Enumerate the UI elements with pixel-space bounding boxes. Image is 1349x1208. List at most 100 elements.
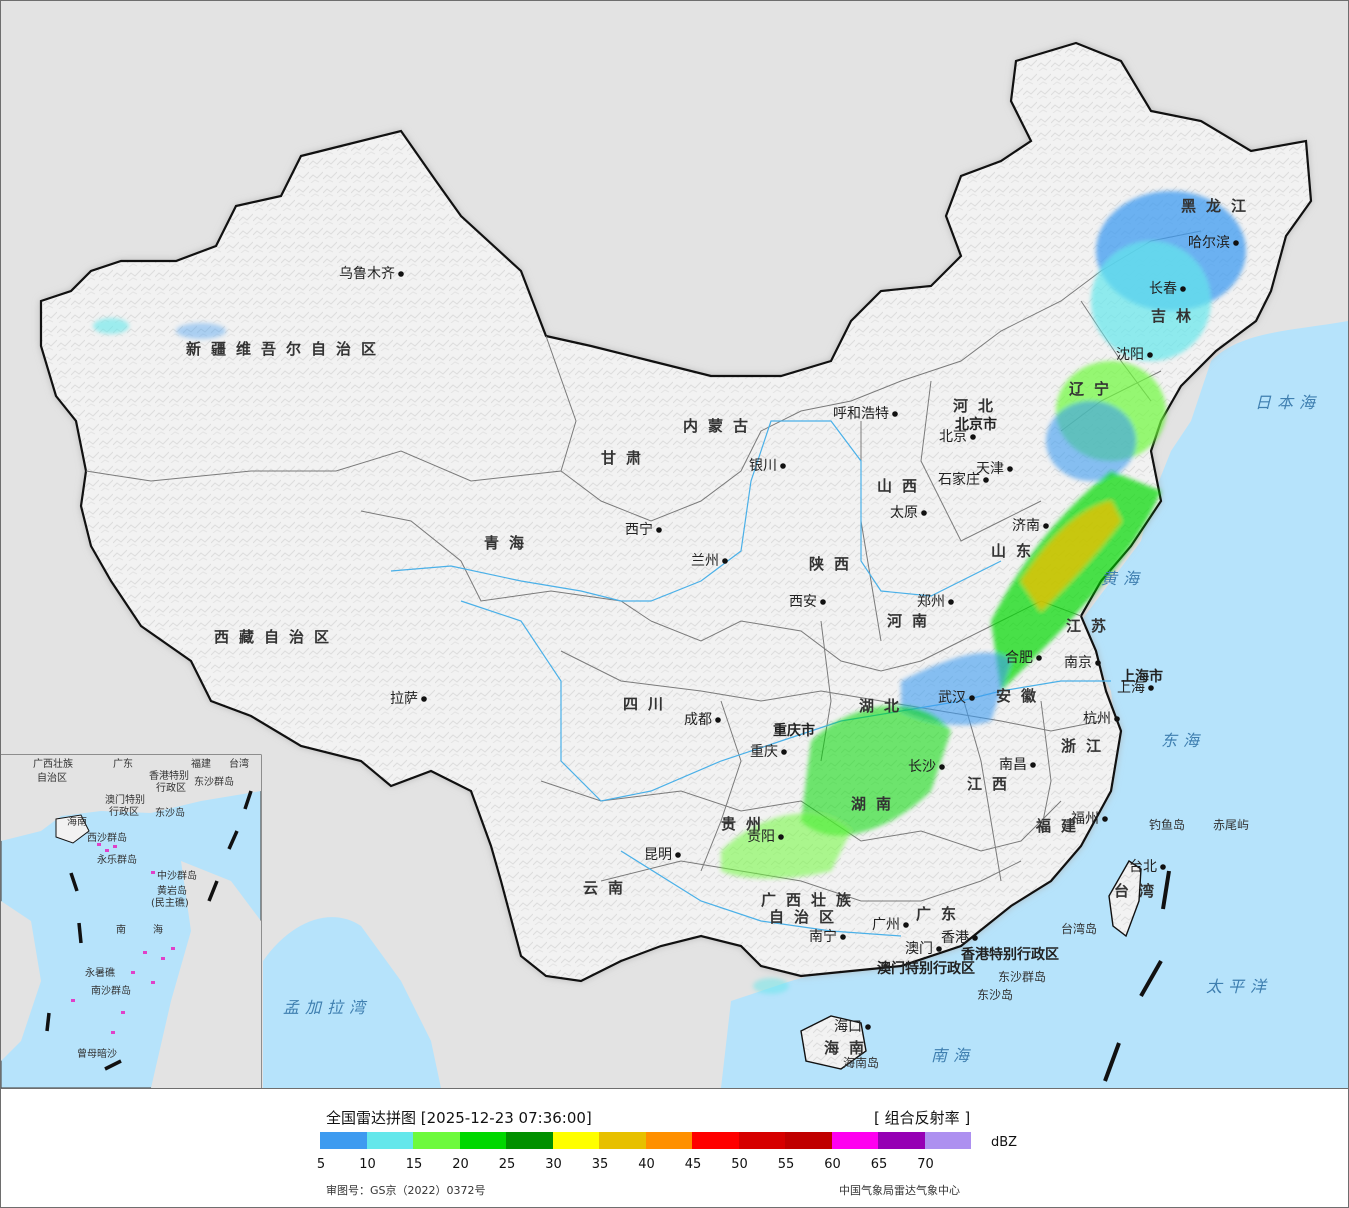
city-dot-7 bbox=[1007, 466, 1013, 472]
city-label-28: 沈阳 bbox=[1116, 347, 1144, 363]
unit-label: dBZ bbox=[991, 1135, 1018, 1150]
scale-tick-10: 55 bbox=[777, 1157, 795, 1172]
city-dot-11 bbox=[948, 599, 954, 605]
sea-label-3: 太平洋 bbox=[1206, 977, 1272, 996]
city-label-3: 兰州 bbox=[691, 553, 719, 569]
product-name: [ 组合反射率 ] bbox=[874, 1109, 971, 1127]
province-label-2: 青海 bbox=[484, 534, 534, 552]
inset-label-6: 行政区 bbox=[156, 781, 186, 794]
city-dot-4 bbox=[780, 463, 786, 469]
city-dot-12 bbox=[820, 599, 826, 605]
scale-swatch-1 bbox=[366, 1132, 413, 1149]
city-label-22: 贵阳 bbox=[747, 829, 775, 845]
province-label-16: 江西 bbox=[967, 775, 1017, 793]
city-label-17: 南京 bbox=[1064, 655, 1092, 671]
province-label-9: 河南 bbox=[887, 612, 937, 630]
scale-tick-0: 5 bbox=[316, 1157, 326, 1172]
city-dot-21 bbox=[939, 764, 945, 770]
city-dot-16 bbox=[1036, 655, 1042, 661]
city-label-9: 太原 bbox=[890, 505, 918, 521]
province-label-18: 浙江 bbox=[1061, 737, 1111, 755]
city-label-4: 银川 bbox=[749, 458, 777, 474]
radar-echoes bbox=[93, 191, 1246, 994]
inset-label-8: 行政区 bbox=[109, 805, 139, 818]
city-dot-17 bbox=[1095, 660, 1101, 666]
province-label-23: 辽宁 bbox=[1069, 380, 1119, 398]
province-label-7: 陕西 bbox=[809, 555, 859, 573]
scale-swatch-10 bbox=[785, 1132, 832, 1149]
inset-label-17: 南 bbox=[116, 923, 126, 936]
boundary-dashes bbox=[1103, 870, 1171, 1082]
review-number: 审图号：GS京（2022）0372号 bbox=[326, 1184, 486, 1197]
city-dot-24 bbox=[840, 934, 846, 940]
city-label-11: 郑州 bbox=[917, 594, 945, 610]
city-label-14: 重庆 bbox=[750, 744, 778, 760]
city-dot-30 bbox=[1233, 240, 1239, 246]
city-label-10: 济南 bbox=[1012, 518, 1040, 534]
city-dot-26 bbox=[1102, 816, 1108, 822]
inset-label-13: 永乐群岛 bbox=[97, 853, 137, 866]
city-label-33: 海口 bbox=[834, 1019, 862, 1035]
island-label-4: 东沙岛 bbox=[977, 987, 1013, 1002]
province-label-24: 吉林 bbox=[1151, 307, 1201, 325]
scale-swatch-6 bbox=[599, 1132, 646, 1149]
city-dot-27 bbox=[1160, 864, 1166, 870]
city-dot-13 bbox=[715, 717, 721, 723]
city-label-7: 天津 bbox=[976, 461, 1004, 477]
province-label-12: 贵州 bbox=[721, 815, 771, 833]
city-label-19: 杭州 bbox=[1083, 711, 1111, 727]
sea-label-2: 东海 bbox=[1161, 731, 1205, 750]
city-dot-31 bbox=[936, 946, 942, 952]
scale-swatch-7 bbox=[645, 1132, 692, 1149]
province-label-14: 自治区 bbox=[769, 908, 844, 926]
city-dot-25 bbox=[903, 922, 909, 928]
province-label-26: 海南 bbox=[824, 1039, 874, 1057]
city-dot-9 bbox=[921, 510, 927, 516]
inset-label-16: (民主礁) bbox=[151, 896, 189, 909]
inset-label-4: 台湾 bbox=[229, 757, 249, 770]
city-dot-28 bbox=[1147, 352, 1153, 358]
province-label-4: 内蒙古 bbox=[683, 417, 758, 435]
scale-tick-4: 25 bbox=[498, 1157, 516, 1172]
province-label-27: 台湾 bbox=[1114, 882, 1164, 900]
province-label-6: 云南 bbox=[583, 879, 633, 897]
scale-tick-7: 40 bbox=[638, 1157, 655, 1172]
province-label-13: 广西壮族 bbox=[761, 891, 861, 909]
city-dot-3 bbox=[722, 558, 728, 564]
province-label-20: 安徽 bbox=[996, 687, 1046, 705]
province-label-3: 甘肃 bbox=[601, 449, 651, 467]
inset-label-7: 澳门特别 bbox=[105, 793, 145, 806]
municipality-label-1: 澳门特别行政区 bbox=[877, 960, 975, 977]
city-dot-14 bbox=[781, 749, 787, 755]
province-label-11: 湖南 bbox=[851, 795, 901, 813]
inset-label-15: 黄岩岛 bbox=[157, 884, 187, 897]
province-label-0: 新疆维吾尔自治区 bbox=[186, 340, 386, 358]
island-label-0: 钓鱼岛 bbox=[1149, 817, 1185, 832]
city-dot-5 bbox=[892, 411, 898, 417]
inset-label-1: 自治区 bbox=[37, 771, 67, 784]
city-dot-1 bbox=[421, 696, 427, 702]
city-label-23: 昆明 bbox=[644, 847, 672, 863]
scale-tick-6: 35 bbox=[591, 1157, 609, 1172]
inset-label-0: 广西壮族 bbox=[33, 757, 73, 770]
scale-tick-1: 10 bbox=[359, 1157, 376, 1172]
province-label-21: 山东 bbox=[991, 542, 1041, 560]
inset-label-12: 西沙群岛 bbox=[87, 831, 127, 844]
city-dot-22 bbox=[778, 834, 784, 840]
city-dot-15 bbox=[969, 695, 975, 701]
scale-tick-13: 70 bbox=[917, 1157, 934, 1172]
inset-label-9: 东沙群岛 bbox=[194, 775, 234, 788]
sea-label-0: 日本海 bbox=[1255, 393, 1321, 412]
sea-label-4: 南海 bbox=[931, 1046, 975, 1065]
city-label-18: 上海 bbox=[1117, 680, 1145, 696]
sea-label-1: 黄海 bbox=[1101, 569, 1145, 588]
island-label-1: 赤尾屿 bbox=[1213, 818, 1249, 832]
city-label-12: 西安 bbox=[789, 594, 817, 610]
city-label-29: 长春 bbox=[1149, 281, 1177, 297]
city-label-15: 武汉 bbox=[938, 690, 966, 706]
